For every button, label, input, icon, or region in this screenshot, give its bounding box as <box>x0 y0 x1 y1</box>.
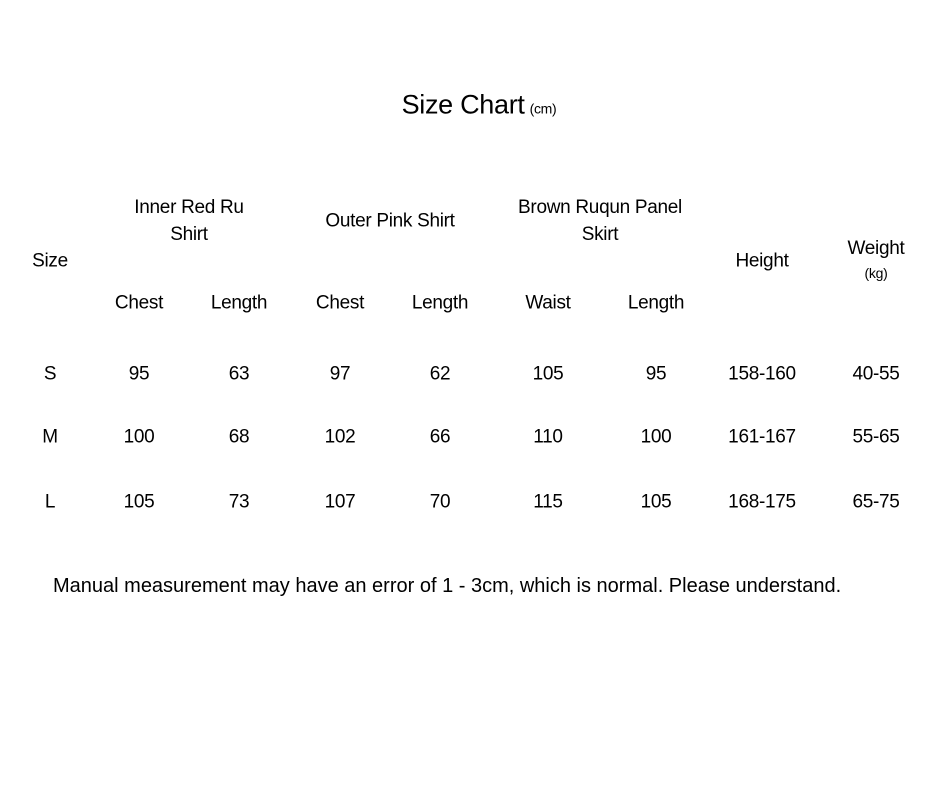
subheader-length: Length <box>411 292 469 314</box>
table-cell: 100 <box>640 426 672 448</box>
table-cell: 105 <box>640 491 672 513</box>
table-cell: 115 <box>533 491 563 513</box>
header-size: Size <box>32 250 68 272</box>
table-cell: 110 <box>533 426 563 448</box>
header-group-line: Brown Ruqun Panel <box>518 197 682 218</box>
header-group-line: Inner Red Ru <box>134 197 244 218</box>
table-cell: 168-175 <box>728 491 796 513</box>
table-cell: 100 <box>123 426 155 448</box>
header-group-line: Shirt <box>170 224 208 245</box>
table-cell: 73 <box>228 491 250 513</box>
table-cell: 102 <box>324 426 356 448</box>
table-cell: 65-75 <box>852 491 900 513</box>
subheader-chest: Chest <box>315 292 365 314</box>
header-group-outer-pink-shirt: Outer Pink Shirt <box>325 208 455 235</box>
title-text: Size Chart <box>401 89 525 120</box>
size-label: L <box>44 491 56 513</box>
size-label: S <box>43 363 57 385</box>
table-cell: 70 <box>429 491 451 513</box>
header-weight-unit: (kg) <box>864 265 888 281</box>
header-weight: Weight (kg) <box>848 237 905 285</box>
table-cell: 63 <box>228 363 250 385</box>
table-cell: 66 <box>429 426 451 448</box>
table-cell: 95 <box>645 363 667 385</box>
table-cell: 62 <box>429 363 451 385</box>
table-cell: 95 <box>128 363 150 385</box>
header-group-inner-red-ru-shirt: Inner Red Ru Shirt <box>134 194 244 248</box>
header-height: Height <box>735 250 789 272</box>
page-title: Size Chart (cm) <box>401 89 557 123</box>
table-cell: 158-160 <box>728 363 796 385</box>
header-group-line: Outer Pink Shirt <box>325 210 455 232</box>
header-weight-label: Weight <box>847 238 905 259</box>
title-unit: (cm) <box>529 100 557 117</box>
table-cell: 105 <box>123 491 155 513</box>
table-cell: 55-65 <box>852 426 900 448</box>
subheader-length: Length <box>210 292 268 314</box>
subheader-length: Length <box>627 292 685 314</box>
subheader-chest: Chest <box>114 292 164 314</box>
measurement-note: Manual measurement may have an error of … <box>53 575 842 597</box>
table-cell: 97 <box>329 363 351 385</box>
subheader-waist: Waist <box>525 292 571 314</box>
header-group-brown-ruqun-panel-skirt: Brown Ruqun Panel Skirt <box>518 194 682 248</box>
header-group-line: Skirt <box>581 224 619 245</box>
table-cell: 107 <box>324 491 356 513</box>
size-label: M <box>42 426 58 448</box>
table-cell: 68 <box>228 426 250 448</box>
table-cell: 161-167 <box>728 426 796 448</box>
table-cell: 105 <box>532 363 564 385</box>
table-cell: 40-55 <box>852 363 900 385</box>
